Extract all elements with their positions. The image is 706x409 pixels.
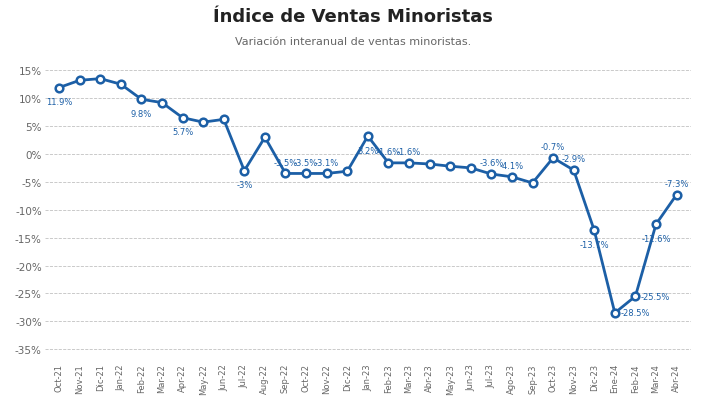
- Text: -0.7%: -0.7%: [541, 143, 566, 151]
- Text: -3%: -3%: [236, 181, 253, 190]
- Text: -12.6%: -12.6%: [641, 234, 671, 243]
- Text: 3.2%: 3.2%: [357, 146, 378, 155]
- Text: Índice de Ventas Minoristas: Índice de Ventas Minoristas: [213, 8, 493, 26]
- Text: -1.6%: -1.6%: [376, 148, 400, 157]
- Text: Variación interanual de ventas minoristas.: Variación interanual de ventas minorista…: [235, 37, 471, 47]
- Text: -3.6%: -3.6%: [479, 159, 503, 168]
- Text: -2.9%: -2.9%: [561, 155, 586, 164]
- Text: -1.6%: -1.6%: [397, 148, 421, 157]
- Text: -28.5%: -28.5%: [621, 309, 650, 318]
- Text: -4.1%: -4.1%: [500, 162, 524, 171]
- Text: -3.1%: -3.1%: [315, 158, 339, 167]
- Text: 9.8%: 9.8%: [131, 110, 152, 119]
- Text: -3.5%: -3.5%: [273, 158, 298, 167]
- Text: -7.3%: -7.3%: [664, 179, 689, 188]
- Text: 11.9%: 11.9%: [46, 98, 72, 107]
- Text: -3.5%: -3.5%: [294, 158, 318, 167]
- Text: -13.7%: -13.7%: [580, 240, 609, 249]
- Text: -25.5%: -25.5%: [641, 292, 671, 301]
- Text: 5.7%: 5.7%: [172, 128, 193, 137]
